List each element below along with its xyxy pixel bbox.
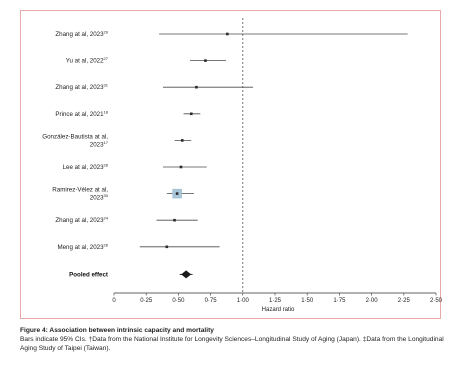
point-estimate — [226, 32, 229, 36]
x-tick-label: 1·50 — [301, 298, 314, 304]
study-label: Zhang at al, 202329 — [55, 30, 108, 39]
study-label: González-Bautista at al, 202317 — [42, 133, 108, 148]
point-estimate — [165, 245, 169, 249]
x-tick-label: 0·25 — [140, 298, 153, 304]
point-estimate — [189, 112, 193, 116]
study-label: Yu at al, 202227 — [66, 56, 109, 65]
point-estimate — [195, 85, 198, 89]
caption-title: Figure 4: Association between intrinsic … — [20, 327, 214, 334]
x-tick-label: 1·00 — [237, 298, 250, 304]
study-label: Zhang at al, 202331 — [55, 83, 108, 92]
figure-caption: Figure 4: Association between intrinsic … — [20, 326, 445, 353]
x-tick-label: 2·25 — [398, 298, 411, 304]
pooled-diamond — [181, 270, 192, 279]
study-label: Prince at al, 202118 — [55, 109, 108, 118]
x-axis-label: Hazard ratio — [262, 307, 295, 313]
study-label: Ramirez-Vélez at al, 202330 — [52, 187, 108, 202]
forest-plot: Zhang at al, 202329 Yu at al, 202227 Zhang… — [42, 18, 443, 313]
x-tick-label: 0 — [112, 298, 116, 304]
pooled-label: Pooled effect — [69, 271, 108, 278]
x-tick-label: 0·75 — [205, 298, 218, 304]
x-tick-label: 2·50 — [430, 298, 443, 304]
study-label: Lee at al, 202328 — [63, 163, 109, 172]
x-tick-label: 0·50 — [172, 298, 185, 304]
study-label: Zhang at al, 202324 — [55, 216, 108, 225]
point-estimate — [173, 218, 176, 222]
caption-notes: Bars indicate 95% CIs. †Data from the Na… — [20, 336, 444, 352]
x-tick-label: 1·75 — [333, 298, 346, 304]
figure-frame — [20, 10, 441, 319]
x-tick-label: 1·25 — [269, 298, 282, 304]
point-estimate — [204, 59, 207, 62]
study-label: Meng at al, 202326 — [57, 242, 108, 251]
x-tick-label: 2·00 — [366, 298, 379, 304]
point-estimate — [180, 139, 184, 142]
point-estimate — [179, 165, 183, 169]
point-estimate — [175, 192, 179, 195]
